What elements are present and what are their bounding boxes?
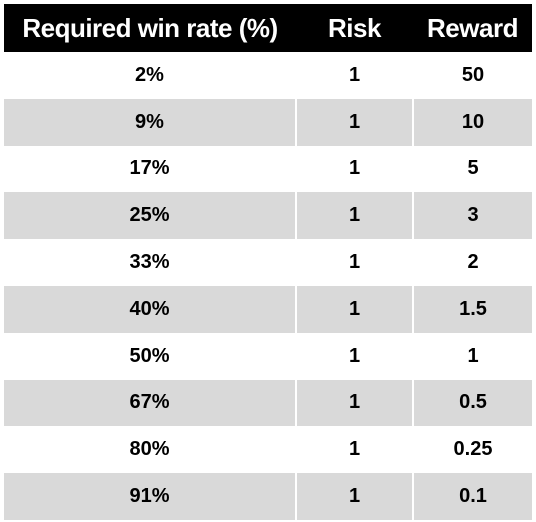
- table-row: 25% 1 3: [4, 192, 532, 240]
- win-rate-cell: 67%: [129, 391, 170, 414]
- reward-cell: 0.25: [412, 426, 532, 474]
- table-header-row: Required win rate (%) Risk Reward: [4, 4, 532, 52]
- risk-cell: 1: [295, 52, 413, 99]
- win-rate-cell: 33%: [129, 251, 170, 274]
- table-row: 67% 1 0.5: [4, 379, 532, 427]
- risk-cell: 1: [295, 426, 413, 474]
- reward-cell: 2: [412, 239, 532, 286]
- win-rate-cell: 2%: [135, 63, 164, 86]
- win-rate-cell: 91%: [129, 485, 170, 508]
- win-rate-cell: 50%: [129, 344, 170, 367]
- table-row: 40% 1 1.5: [4, 285, 532, 333]
- reward-cell: 1.5: [412, 285, 532, 333]
- risk-cell: 1: [295, 379, 413, 427]
- win-rate-cell: 25%: [129, 204, 170, 227]
- risk-cell: 1: [295, 145, 413, 193]
- win-rate-cell: 17%: [129, 157, 170, 180]
- risk-cell: 1: [295, 98, 413, 146]
- table-row: 2% 1 50: [4, 52, 532, 99]
- win-rate-cell: 9%: [135, 110, 164, 133]
- table-row: 17% 1 5: [4, 145, 532, 193]
- reward-cell: 50: [412, 52, 532, 99]
- risk-reward-table: Required win rate (%) Risk Reward 2% 1 5…: [4, 4, 532, 520]
- reward-cell: 3: [412, 192, 532, 240]
- table-row: 9% 1 10: [4, 98, 532, 146]
- header-reward: Reward: [427, 12, 518, 43]
- risk-cell: 1: [295, 285, 413, 333]
- table-row: 33% 1 2: [4, 239, 532, 286]
- reward-cell: 1: [412, 332, 532, 380]
- risk-cell: 1: [295, 192, 413, 240]
- header-risk: Risk: [328, 12, 381, 43]
- reward-cell: 5: [412, 145, 532, 193]
- reward-cell: 0.1: [412, 473, 532, 520]
- table-row: 91% 1 0.1: [4, 473, 532, 520]
- risk-cell: 1: [295, 239, 413, 286]
- win-rate-cell: 80%: [129, 438, 170, 461]
- reward-cell: 10: [412, 98, 532, 146]
- table-row: 50% 1 1: [4, 332, 532, 380]
- risk-cell: 1: [295, 332, 413, 380]
- risk-cell: 1: [295, 473, 413, 520]
- table-row: 80% 1 0.25: [4, 426, 532, 474]
- header-required-win-rate: Required win rate (%): [22, 12, 278, 43]
- reward-cell: 0.5: [412, 379, 532, 427]
- win-rate-cell: 40%: [129, 297, 170, 320]
